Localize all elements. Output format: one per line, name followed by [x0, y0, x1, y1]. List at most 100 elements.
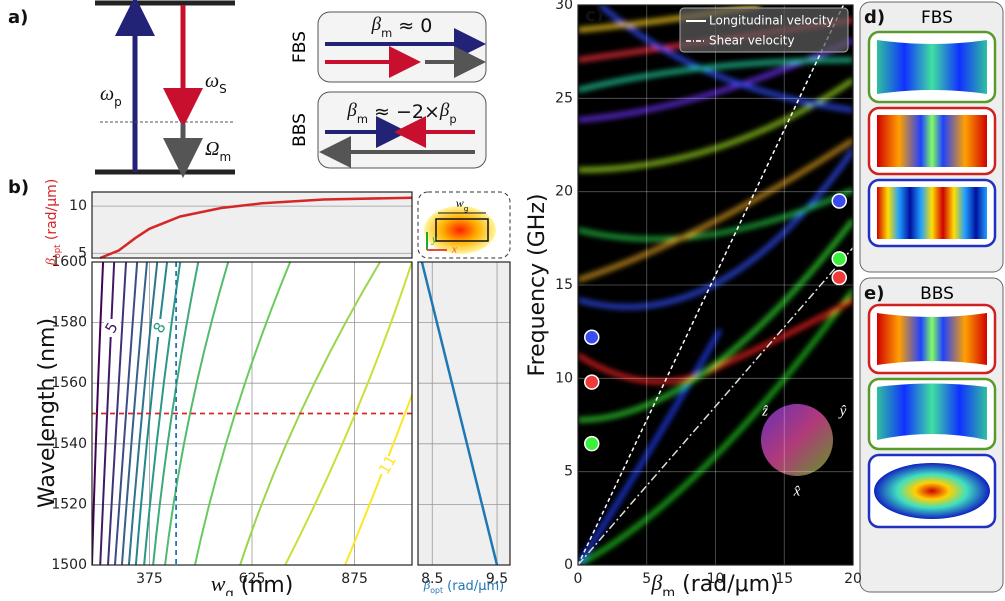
x-tick-label: 625 [239, 571, 266, 587]
mode-profile [424, 206, 496, 254]
y-tick-label: 10 [69, 198, 87, 214]
x-tick-label: 9.5 [486, 571, 508, 587]
label-part: opt [52, 244, 62, 258]
label-bg [152, 319, 168, 337]
label-part: β [44, 258, 59, 266]
x-axis-label: βm (rad/μm) [650, 570, 778, 596]
panel-de [859, 1, 1004, 593]
label-part: g [225, 587, 233, 597]
label-part: Ω [205, 138, 219, 160]
data-line [99, 196, 413, 260]
contour-line [164, 262, 230, 565]
x-tick-label: 10 [707, 571, 725, 587]
contour-line [120, 262, 148, 565]
y-tick-label: 1540 [51, 436, 87, 452]
inset [417, 191, 511, 259]
label-part: w [211, 571, 226, 596]
y-tick-label: 15 [555, 277, 573, 293]
label-part: opt [430, 586, 443, 595]
orientation-label: ẑ [761, 403, 768, 419]
y-tick-label: 5 [78, 245, 87, 261]
y-tick-label: 1500 [51, 557, 87, 573]
contours [92, 262, 412, 565]
plot-background [92, 192, 412, 258]
plot-frame [417, 261, 511, 566]
label-part: S [219, 82, 227, 96]
contour-line [127, 262, 159, 565]
mode-point [831, 251, 847, 267]
mode-point [584, 435, 600, 452]
label-part: m [662, 586, 675, 597]
mode-point [831, 193, 847, 209]
y-tick-label: 1600 [51, 254, 87, 270]
panel-label: d) [864, 7, 885, 28]
mode-point [831, 269, 847, 286]
omega-p: ωp [100, 83, 122, 109]
y-tick-label: 25 [555, 90, 573, 106]
plot-frame [91, 261, 413, 566]
panel-label: b) [8, 177, 29, 198]
inset-width: wg [456, 196, 469, 213]
omega-m: Ωm [205, 138, 231, 164]
x-tick-label: 20 [844, 571, 862, 587]
label-part: m [219, 150, 231, 164]
contour-line [344, 392, 412, 565]
y-axis-label: βopt (rad/μm) [44, 179, 62, 267]
panel-label: a) [8, 7, 28, 28]
y-axis-label: Wavelength (nm) [35, 318, 60, 508]
panel-a [95, 0, 487, 178]
x-tick-label: 375 [136, 571, 163, 587]
y-tick-label: 10 [555, 370, 573, 386]
label-bg [104, 319, 120, 337]
label-part: ω [205, 70, 219, 92]
mode-bands [578, 5, 853, 565]
mode-image [874, 463, 990, 519]
x-tick-label: 5 [642, 571, 651, 587]
x-axis-label: βopt (rad/μm) [423, 577, 504, 595]
omega-s: ωS [205, 70, 227, 96]
contour-line [99, 262, 116, 565]
bbs-equation: βm ≈ −2×βp [346, 100, 456, 125]
label-part: ≈ 0 [392, 15, 432, 37]
label-part: (rad/μm) [675, 572, 779, 596]
plot-frame [577, 4, 854, 566]
orientation-label: ŷ [838, 403, 847, 419]
orientation-label: x̂ [793, 483, 801, 499]
label-part: ≈ −2× [368, 101, 440, 123]
label-part: β [650, 570, 662, 595]
mode-point [584, 329, 600, 346]
label-part: β [371, 14, 382, 35]
contour-line [143, 262, 182, 565]
contour-line [113, 262, 139, 565]
mode-image [877, 40, 987, 94]
label-part: g [464, 204, 469, 213]
label-part: β [423, 577, 431, 592]
label-part: (rad/μm) [44, 179, 60, 245]
inset-axis: x [451, 244, 457, 256]
mode-point [584, 374, 600, 390]
label-part: (rad/μm) [443, 579, 504, 594]
label-part: m [381, 26, 392, 40]
legend-box [679, 7, 849, 53]
plot-frame [91, 191, 413, 259]
plot-background [418, 262, 510, 565]
y-tick-label: 1580 [51, 315, 87, 331]
label-part: ω [100, 83, 114, 105]
bbs-label: BBS [290, 113, 310, 147]
contour-line [152, 262, 200, 565]
x-tick-label: 8.5 [421, 571, 443, 587]
label-part: m [357, 112, 368, 126]
label-part: β [439, 100, 450, 121]
panel-label: e) [864, 283, 884, 304]
label-part: (nm) [234, 573, 294, 596]
contour-line [193, 262, 292, 565]
legend-label: Longitudinal velocity [709, 14, 834, 28]
y-tick-label: 30 [555, 0, 573, 13]
data-line [577, 4, 845, 566]
orientation-wheel [761, 404, 833, 476]
x-tick-label: 15 [775, 571, 793, 587]
label-bg [380, 456, 396, 474]
legend-label: Shear velocity [709, 34, 795, 48]
color-wheel [761, 404, 833, 476]
